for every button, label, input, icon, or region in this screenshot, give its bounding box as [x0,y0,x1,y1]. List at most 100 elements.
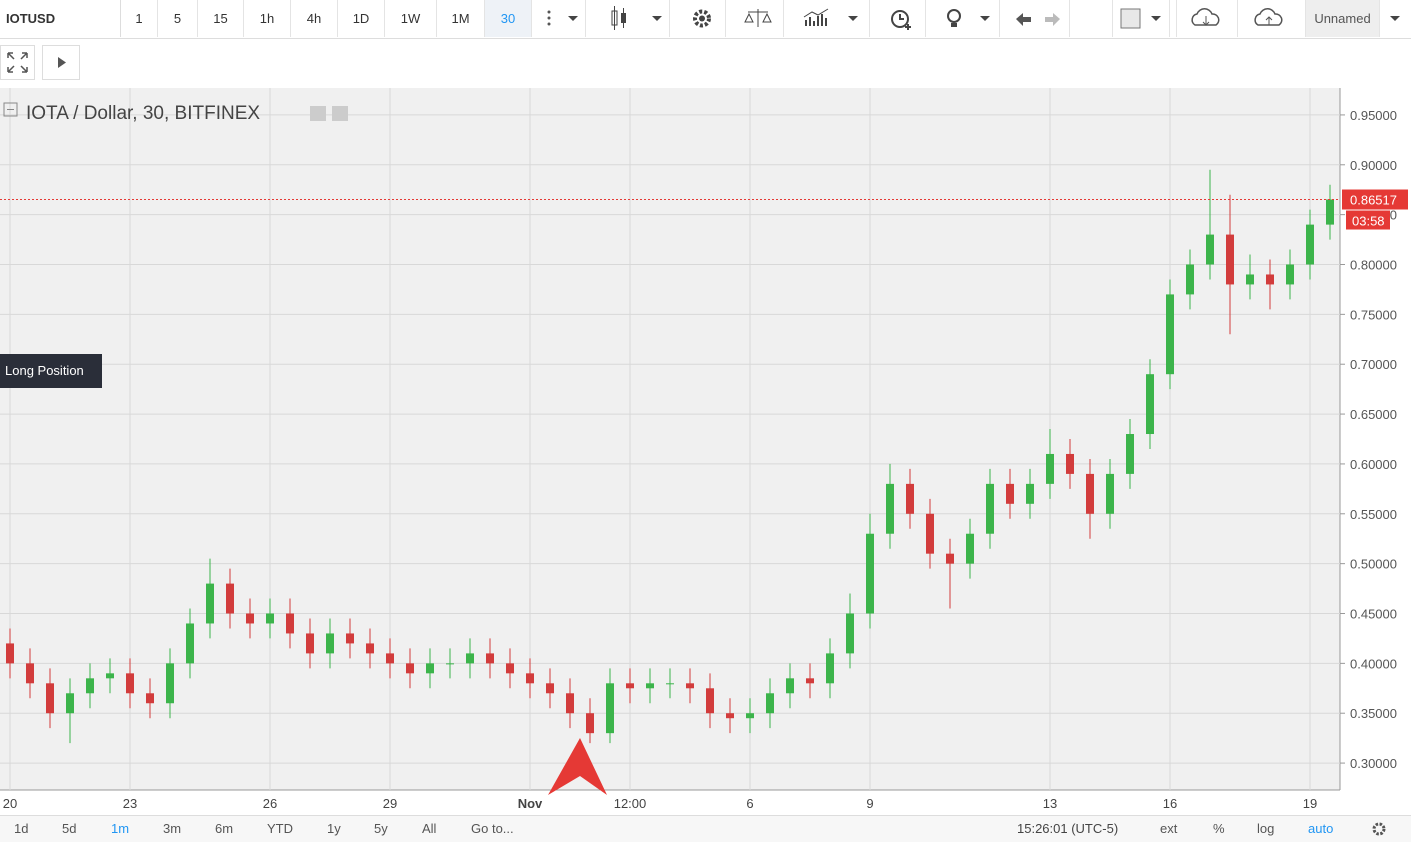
countdown-box [1346,210,1390,230]
interval-button[interactable]: 1D [338,0,385,37]
x-tick-label: 26 [263,796,277,811]
load-layout[interactable] [1176,0,1238,37]
ideas[interactable] [932,0,1000,37]
candle-body [1206,234,1214,265]
interval-menu[interactable] [536,0,586,37]
candle-body [146,693,154,704]
candle-body [246,613,254,624]
range-button[interactable]: 3m [163,821,182,836]
range-button[interactable]: 1d [14,821,29,836]
candle-body [866,533,874,614]
y-tick-label: 0.50000 [1350,557,1397,572]
range-button[interactable]: All [422,821,437,836]
x-tick-label: 13 [1043,796,1057,811]
candle-body [446,663,454,665]
compare[interactable] [732,0,784,37]
interval-button[interactable]: 1W [385,0,437,37]
interval-button[interactable]: 30 [485,0,532,37]
visibility-icon[interactable] [310,106,326,121]
candle-body [706,688,714,714]
candle-body [1006,483,1014,504]
candle-body [1226,234,1234,285]
range-button[interactable]: YTD [267,821,293,836]
candle-body [526,673,534,684]
layout-menu[interactable] [1380,0,1411,37]
candle-body [1246,274,1254,285]
candle-body [106,673,114,679]
candle-body [966,533,974,564]
candle-body [266,613,274,624]
candle-body [66,693,74,714]
x-tick-label: 16 [1163,796,1177,811]
interval-button[interactable]: 4h [291,0,338,37]
candle-body [1326,199,1334,225]
range-button[interactable]: 5y [374,821,388,836]
x-tick-label: 6 [746,796,753,811]
candle-body [306,633,314,654]
interval-button[interactable]: 1 [121,0,158,37]
x-tick-label: 23 [123,796,137,811]
indicators[interactable] [790,0,870,37]
candle-body [286,613,294,634]
settings[interactable] [678,0,726,37]
candle-body [726,713,734,719]
candle-body [1026,483,1034,504]
scale-option[interactable]: auto [1308,821,1334,836]
range-button[interactable]: Go to... [471,821,514,836]
alert[interactable] [876,0,926,37]
x-tick-label: 29 [383,796,397,811]
candle-body [346,633,354,644]
toolbar: IOTUSD Unnamed 1 5 15 1h 4h 1D 1W 1M 30 [0,0,1411,39]
interval-button[interactable]: 15 [198,0,244,37]
countdown-label: 03:58 [1352,214,1385,229]
symbol-search[interactable]: IOTUSD [0,0,121,37]
candle-body [946,553,954,564]
y-tick-label: 0.90000 [1350,158,1397,173]
x-tick-label: 9 [866,796,873,811]
range-button[interactable]: 6m [215,821,234,836]
y-tick-label: 0.70000 [1350,357,1397,372]
replay-button[interactable] [42,45,80,80]
y-tick-label: 0.35000 [1350,706,1397,721]
scale-option[interactable]: log [1257,821,1275,836]
y-tick-label: 0.80000 [1350,257,1397,272]
candle-body [1286,264,1294,285]
chart: IOTA / Dollar, 30, BITFINEX 0.30000 0.350… [0,88,1411,815]
candle-body [546,683,554,694]
candle-body [26,663,34,684]
candle-body [666,683,674,685]
range-button[interactable]: 1y [327,821,341,836]
y-tick-label: 0.45000 [1350,607,1397,622]
last-price-box [1342,189,1408,210]
y-tick-label: 0.30000 [1350,756,1397,771]
x-tick-label: 12:00 [614,796,647,811]
candle-body [166,663,174,704]
candle-body [1166,294,1174,375]
layout-name[interactable]: Unnamed [1306,0,1380,37]
interval-button[interactable]: 1M [437,0,485,37]
chart-type[interactable] [594,0,670,37]
drawing-tooltip: Long Position [0,354,102,388]
scale-option[interactable]: ext [1160,821,1178,836]
y-tick-label: 0.95000 [1350,108,1397,123]
candle-body [986,483,994,534]
candle-body [686,683,694,689]
range-button[interactable]: 5d [62,821,77,836]
candle-body [426,663,434,674]
range-button[interactable]: 1m [111,821,130,836]
fullscreen-button[interactable] [0,45,35,80]
interval-button[interactable]: 1h [244,0,291,37]
candle-body [826,653,834,684]
settings-icon[interactable] [332,106,348,121]
scale-option[interactable]: % [1213,821,1225,836]
candle-body [486,653,494,664]
interval-button[interactable]: 5 [158,0,198,37]
undo-redo[interactable] [1006,0,1070,37]
color-theme[interactable] [1112,0,1170,37]
candle-body [1086,473,1094,514]
save-layout[interactable] [1238,0,1306,37]
candle-body [766,693,774,714]
settings-button[interactable] [1370,816,1390,842]
collapse-icon[interactable] [3,102,18,117]
